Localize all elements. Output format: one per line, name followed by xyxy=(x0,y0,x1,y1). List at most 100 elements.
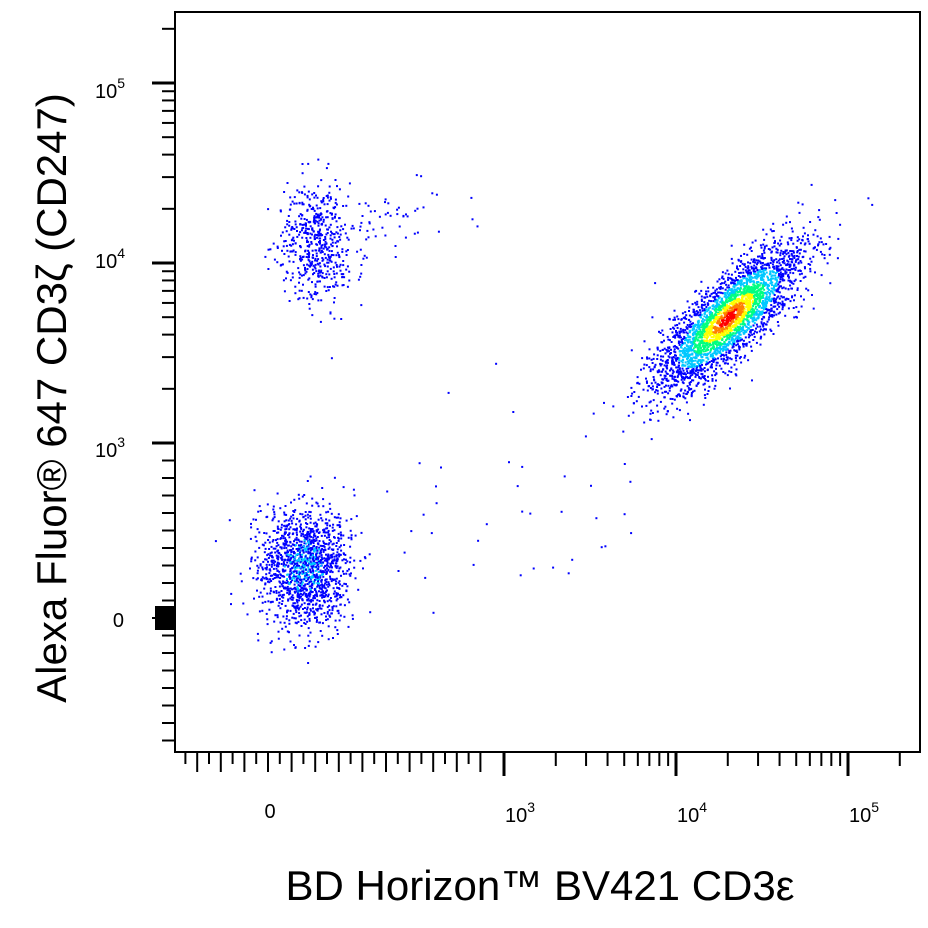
dot xyxy=(287,519,290,522)
dot xyxy=(726,307,729,310)
dot xyxy=(746,304,749,307)
dot xyxy=(748,276,751,279)
dot xyxy=(730,244,733,247)
dot xyxy=(659,349,662,352)
dot xyxy=(760,266,763,269)
dot xyxy=(310,530,313,533)
dot xyxy=(318,216,321,219)
dot xyxy=(257,639,260,642)
dot xyxy=(331,566,333,569)
dot xyxy=(715,361,718,364)
dot xyxy=(266,554,269,557)
dot xyxy=(290,227,293,230)
dot xyxy=(345,590,348,593)
dot xyxy=(302,608,304,610)
dot xyxy=(681,340,684,343)
dot xyxy=(314,249,317,252)
dot xyxy=(742,339,745,342)
dot xyxy=(690,315,693,318)
dot xyxy=(703,312,706,315)
dot xyxy=(710,333,713,335)
dot xyxy=(318,555,321,558)
dot xyxy=(335,599,338,602)
dot xyxy=(699,349,702,352)
dot xyxy=(286,589,289,592)
dot xyxy=(315,546,318,548)
dot xyxy=(674,345,676,348)
dot xyxy=(796,287,799,290)
dot xyxy=(303,193,306,196)
dot xyxy=(772,261,775,264)
dot xyxy=(733,325,736,328)
dot xyxy=(763,263,766,266)
dot xyxy=(296,599,298,602)
dot xyxy=(692,334,695,336)
dot xyxy=(301,581,304,584)
dot xyxy=(306,564,308,567)
dot xyxy=(790,237,793,239)
dot xyxy=(289,526,292,529)
dot xyxy=(318,234,321,237)
dot xyxy=(324,579,327,582)
dot xyxy=(313,566,316,569)
dot xyxy=(278,570,281,573)
dot xyxy=(687,357,690,360)
dot xyxy=(342,228,345,231)
dot xyxy=(282,596,285,599)
dot xyxy=(302,566,305,569)
dot xyxy=(298,634,301,637)
dot xyxy=(687,345,690,348)
dot xyxy=(809,270,812,273)
dot xyxy=(311,557,314,560)
dot xyxy=(283,575,286,578)
dot xyxy=(354,577,357,580)
dot xyxy=(796,239,799,242)
dot xyxy=(702,346,705,348)
dot xyxy=(284,226,287,229)
dot xyxy=(334,213,337,216)
dot xyxy=(326,536,328,539)
dot xyxy=(781,306,784,309)
dot xyxy=(773,288,776,291)
dot xyxy=(313,236,316,239)
dot xyxy=(311,504,314,507)
dot xyxy=(687,319,690,321)
dot xyxy=(329,575,331,578)
dot xyxy=(315,194,317,197)
dot xyxy=(331,232,334,235)
dot xyxy=(867,197,870,200)
dot xyxy=(727,306,730,309)
dot xyxy=(741,310,744,313)
dot xyxy=(692,336,695,339)
dot xyxy=(763,251,766,254)
dot xyxy=(316,564,319,567)
dot xyxy=(698,376,701,378)
dot xyxy=(316,280,319,283)
dot xyxy=(656,358,659,360)
dot xyxy=(272,567,275,570)
dot xyxy=(285,230,288,233)
dot xyxy=(690,347,692,349)
dot xyxy=(734,308,737,311)
dot xyxy=(706,354,709,356)
dot xyxy=(742,271,745,274)
dot xyxy=(707,375,709,378)
dot xyxy=(293,566,296,569)
dot xyxy=(776,308,779,311)
dot xyxy=(315,255,318,258)
dot xyxy=(746,316,749,319)
dot xyxy=(782,261,785,264)
dot xyxy=(691,332,694,335)
dot xyxy=(307,627,310,630)
dot xyxy=(770,297,773,300)
dot xyxy=(775,247,778,250)
dot xyxy=(294,588,297,591)
dot xyxy=(700,353,703,356)
dot xyxy=(299,530,302,533)
dot xyxy=(757,297,759,299)
dot xyxy=(308,260,311,263)
dot xyxy=(665,384,667,387)
dot xyxy=(691,370,694,372)
dot xyxy=(734,327,737,330)
dot xyxy=(676,370,679,373)
